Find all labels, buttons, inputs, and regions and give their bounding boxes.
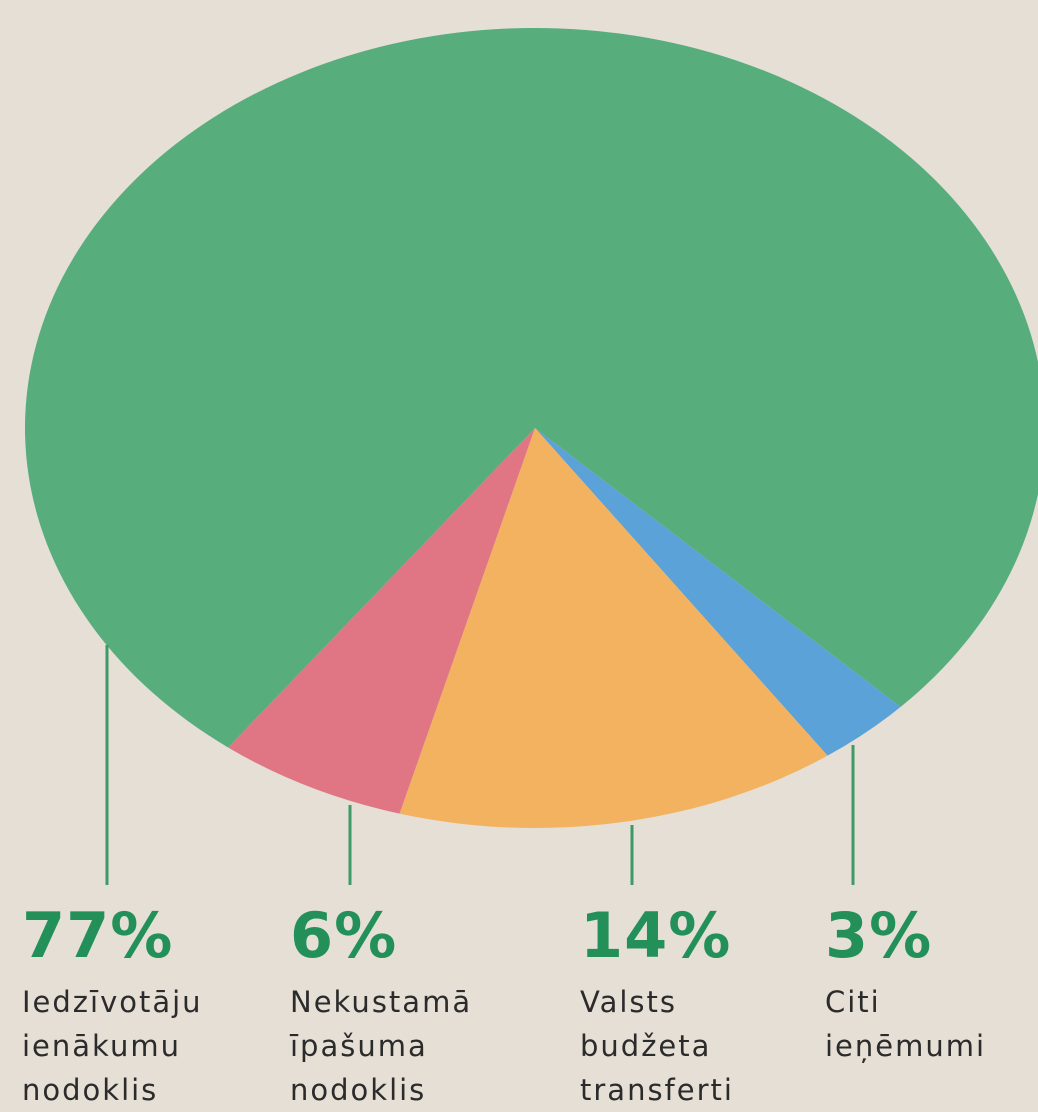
value-label: 3% bbox=[825, 899, 933, 972]
category-label: Nekustamā īpašuma nodoklis bbox=[290, 985, 473, 1107]
pie-slice bbox=[399, 428, 828, 829]
value-label: 77% bbox=[22, 899, 174, 972]
category-label: Citi ieņēmumi bbox=[825, 985, 987, 1063]
value-label: 14% bbox=[580, 899, 732, 972]
value-label: 6% bbox=[290, 899, 398, 972]
pie-slice bbox=[228, 428, 535, 814]
pie-slice bbox=[535, 428, 901, 756]
category-label: Iedzīvotāju ienākumu nodoklis bbox=[22, 985, 203, 1107]
pie-slice bbox=[25, 28, 1038, 748]
leader-lines bbox=[105, 645, 855, 885]
category-label: Valsts budžeta transferti bbox=[580, 985, 734, 1107]
